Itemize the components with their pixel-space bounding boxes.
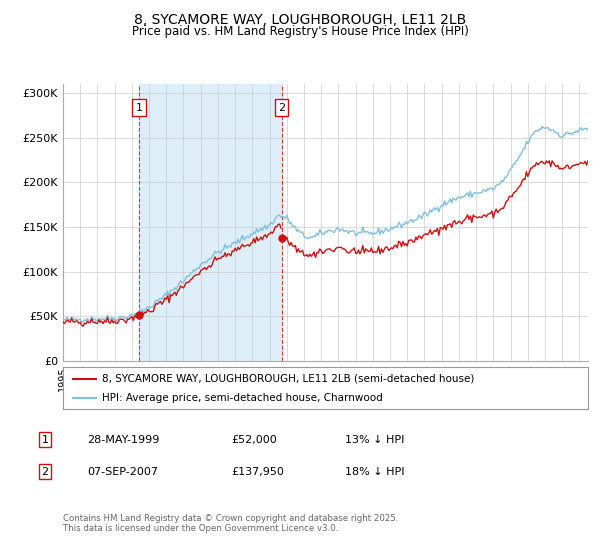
Bar	[139, 84, 281, 361]
Text: 2: 2	[41, 466, 49, 477]
Text: 1: 1	[41, 435, 49, 445]
Text: £52,000: £52,000	[231, 435, 277, 445]
Text: 13% ↓ HPI: 13% ↓ HPI	[345, 435, 404, 445]
Text: 8, SYCAMORE WAY, LOUGHBOROUGH, LE11 2LB (semi-detached house): 8, SYCAMORE WAY, LOUGHBOROUGH, LE11 2LB …	[103, 374, 475, 384]
Text: HPI: Average price, semi-detached house, Charnwood: HPI: Average price, semi-detached house,…	[103, 393, 383, 403]
Text: Price paid vs. HM Land Registry's House Price Index (HPI): Price paid vs. HM Land Registry's House …	[131, 25, 469, 39]
Text: 18% ↓ HPI: 18% ↓ HPI	[345, 466, 404, 477]
Text: 28-MAY-1999: 28-MAY-1999	[87, 435, 160, 445]
Text: 2: 2	[278, 102, 285, 113]
Text: 8, SYCAMORE WAY, LOUGHBOROUGH, LE11 2LB: 8, SYCAMORE WAY, LOUGHBOROUGH, LE11 2LB	[134, 13, 466, 27]
Text: 07-SEP-2007: 07-SEP-2007	[87, 466, 158, 477]
Text: 1: 1	[136, 102, 142, 113]
Text: £137,950: £137,950	[231, 466, 284, 477]
Text: Contains HM Land Registry data © Crown copyright and database right 2025.
This d: Contains HM Land Registry data © Crown c…	[63, 514, 398, 534]
